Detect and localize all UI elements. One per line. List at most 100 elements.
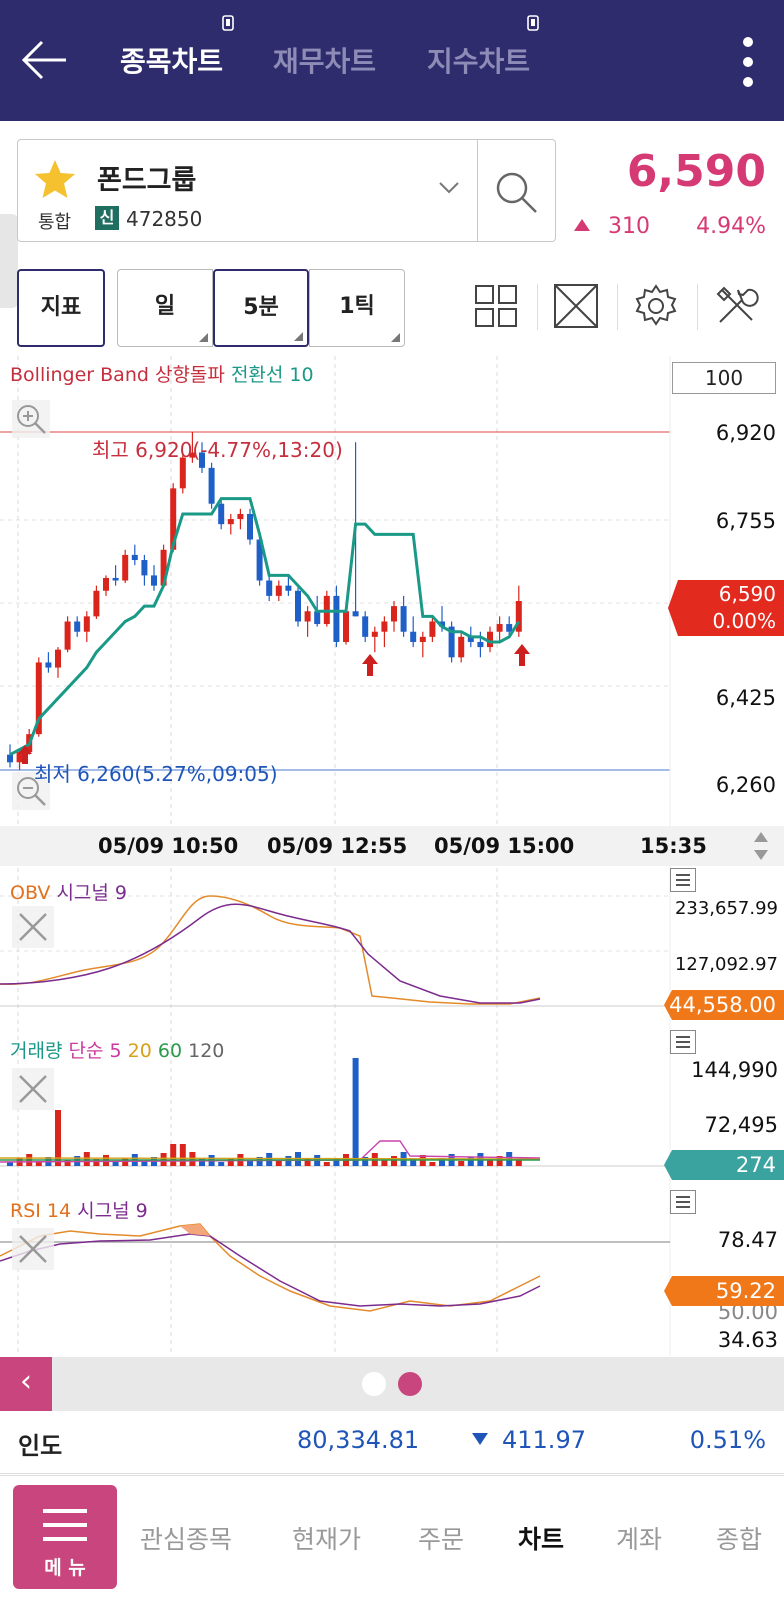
rsi-tick: 34.63 bbox=[717, 1328, 778, 1352]
volume-bar bbox=[64, 1160, 71, 1166]
market-label: 통합 bbox=[38, 212, 72, 233]
volume-bar bbox=[93, 1159, 100, 1166]
volume-bar bbox=[7, 1162, 13, 1166]
period-tick-button[interactable]: 1틱 bbox=[309, 269, 405, 347]
down-triangle-icon bbox=[472, 1433, 488, 1445]
fullscreen-icon[interactable] bbox=[552, 282, 600, 330]
y-tick: 6,755 bbox=[715, 509, 776, 533]
nav-current-price[interactable]: 현재가 bbox=[292, 1525, 362, 1554]
y-tick: 6,425 bbox=[715, 686, 776, 710]
candle bbox=[189, 452, 196, 458]
pager-bar bbox=[0, 1357, 784, 1411]
volume-tick: 72,495 bbox=[704, 1113, 778, 1137]
search-icon[interactable] bbox=[492, 168, 540, 216]
volume-bar bbox=[256, 1157, 263, 1166]
favorite-star-icon[interactable] bbox=[33, 158, 77, 200]
volume-bar bbox=[496, 1156, 503, 1166]
zoom-out-icon[interactable] bbox=[12, 772, 50, 810]
candle bbox=[179, 457, 186, 489]
indicator-button[interactable]: 지표 bbox=[17, 269, 105, 347]
chevron-down-icon[interactable] bbox=[437, 180, 461, 196]
volume-bar bbox=[467, 1157, 474, 1166]
candle bbox=[314, 611, 321, 625]
candle bbox=[256, 539, 263, 581]
candle bbox=[448, 626, 455, 658]
back-arrow-icon[interactable] bbox=[18, 36, 70, 84]
volume-bar bbox=[391, 1156, 397, 1166]
current-price-tag bbox=[668, 580, 784, 636]
volume-bar bbox=[83, 1152, 90, 1166]
candle bbox=[83, 616, 90, 632]
nav-account[interactable]: 계좌 bbox=[616, 1525, 663, 1554]
top-bar: 종목차트 재무차트 지수차트 bbox=[0, 0, 784, 121]
grid-layout-icon[interactable] bbox=[472, 282, 520, 330]
index-name: 인도 bbox=[18, 1432, 63, 1460]
tools-icon[interactable] bbox=[712, 282, 760, 330]
credit-badge: 신 bbox=[95, 206, 119, 230]
volume-menu-icon[interactable] bbox=[670, 1030, 696, 1054]
zoom-in-icon[interactable] bbox=[12, 400, 50, 438]
menu-button[interactable]: 메 뉴 bbox=[13, 1485, 117, 1589]
nav-watchlist[interactable]: 관심종목 bbox=[140, 1525, 233, 1554]
candle bbox=[208, 467, 215, 504]
rsi-menu-icon[interactable] bbox=[670, 1190, 696, 1214]
nav-chart[interactable]: 차트 bbox=[518, 1525, 565, 1554]
time-tick: 05/09 10:50 bbox=[98, 834, 239, 858]
volume-bar bbox=[439, 1158, 445, 1166]
side-drawer-handle[interactable] bbox=[0, 214, 18, 308]
candle bbox=[371, 631, 378, 637]
obv-menu-icon[interactable] bbox=[670, 868, 696, 892]
page-dot[interactable] bbox=[362, 1372, 386, 1396]
rsi-tick: 78.47 bbox=[717, 1228, 778, 1252]
volume-bar bbox=[227, 1158, 234, 1166]
volume-bar bbox=[515, 1159, 522, 1166]
volume-legend: 거래량 단순 5 20 60 120 bbox=[10, 1040, 225, 1062]
candle bbox=[7, 754, 13, 763]
bottom-nav bbox=[0, 1475, 784, 1600]
page-dot-active[interactable] bbox=[398, 1372, 422, 1396]
volume-tick: 144,990 bbox=[691, 1058, 778, 1082]
candle bbox=[343, 611, 349, 642]
time-right: 15:35 bbox=[640, 834, 707, 858]
candle bbox=[333, 595, 340, 642]
close-icon[interactable] bbox=[12, 1228, 54, 1270]
candle bbox=[458, 636, 465, 658]
candle bbox=[151, 575, 157, 586]
tab-index-chart[interactable]: 지수차트 bbox=[427, 45, 531, 78]
candle bbox=[131, 554, 138, 561]
period-5min-button[interactable]: 5분 bbox=[213, 269, 309, 347]
volume-bar bbox=[179, 1144, 186, 1166]
stock-selector[interactable] bbox=[17, 139, 556, 242]
stock-code: 472850 bbox=[126, 207, 203, 231]
tab-stock-chart[interactable]: 종목차트 bbox=[120, 45, 224, 78]
divider bbox=[477, 139, 478, 242]
scale-box[interactable]: 100 bbox=[672, 362, 776, 394]
candle bbox=[266, 580, 273, 596]
divider bbox=[537, 284, 538, 330]
rsi-tag bbox=[664, 1276, 784, 1306]
pager-prev-button[interactable]: ‹ bbox=[0, 1357, 52, 1411]
candle bbox=[160, 549, 167, 586]
candle bbox=[227, 519, 234, 525]
bb-legend: Bollinger Band 상향돌파 전환선 10 bbox=[10, 364, 314, 386]
mobile-badge-icon bbox=[527, 15, 539, 31]
period-day-button[interactable]: 일 bbox=[117, 269, 213, 347]
gear-icon[interactable] bbox=[632, 282, 680, 330]
y-tick: 6,260 bbox=[715, 773, 776, 797]
candle bbox=[381, 621, 388, 632]
candle bbox=[55, 649, 61, 668]
volume-bar bbox=[247, 1161, 253, 1166]
close-icon[interactable] bbox=[12, 1068, 54, 1110]
mobile-badge-icon bbox=[222, 15, 234, 31]
tab-finance-chart[interactable]: 재무차트 bbox=[273, 45, 377, 78]
candle bbox=[295, 590, 301, 622]
nav-order[interactable]: 주문 bbox=[418, 1525, 465, 1554]
up-down-arrows-icon[interactable] bbox=[752, 830, 770, 862]
obv-current: 44,558.00 bbox=[669, 993, 776, 1017]
more-menu-icon[interactable] bbox=[742, 36, 754, 88]
candle bbox=[122, 554, 129, 581]
index-ticker[interactable] bbox=[0, 1412, 784, 1474]
nav-overview[interactable]: 종합 bbox=[716, 1525, 763, 1554]
volume-bar bbox=[487, 1160, 493, 1166]
close-icon[interactable] bbox=[12, 906, 54, 948]
